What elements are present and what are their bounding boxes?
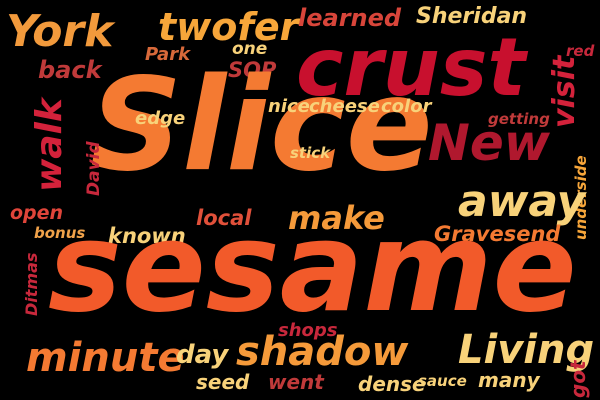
word-dense: dense	[358, 372, 426, 396]
word-visit: visit	[547, 55, 582, 128]
word-sop: SOP	[228, 58, 277, 82]
word-got: got	[566, 360, 590, 398]
word-sauce: sauce	[418, 372, 467, 390]
word-park: Park	[145, 44, 191, 65]
word-walk: walk	[29, 98, 70, 192]
word-red: red	[566, 42, 595, 60]
word-learned: learned	[298, 4, 402, 32]
word-seed: seed	[196, 370, 250, 394]
word-back: back	[38, 56, 102, 84]
word-one: one	[232, 39, 268, 59]
word-open: open	[10, 202, 64, 224]
word-ditmas: Ditmas	[22, 252, 41, 316]
word-known: known	[108, 224, 186, 248]
word-sheridan: Sheridan	[416, 4, 528, 29]
word-edge: edge	[135, 108, 186, 129]
word-local: local	[196, 206, 252, 230]
word-gravesend: Gravesend	[434, 222, 561, 246]
word-slice: Slice	[90, 51, 433, 200]
word-color: color	[381, 96, 432, 117]
word-twofer: twofer	[158, 5, 299, 49]
word-make: make	[288, 199, 385, 237]
word-many: many	[478, 368, 540, 392]
word-shadow: shadow	[236, 329, 409, 375]
word-shops: shops	[278, 320, 338, 341]
word-went: went	[268, 370, 324, 394]
word-york: York	[6, 6, 114, 57]
word-getting: getting	[488, 110, 550, 128]
word-cheese: cheese	[309, 96, 380, 117]
word-new: New	[428, 114, 550, 172]
word-living: Living	[458, 327, 595, 373]
word-bonus: bonus	[34, 224, 86, 242]
word-stick: stick	[290, 144, 331, 162]
word-minute: minute	[26, 335, 185, 381]
word-nice: nice	[268, 96, 310, 117]
word-sesame: sesame	[48, 196, 577, 340]
word-crust: crust	[296, 21, 526, 114]
word-day: day	[176, 340, 229, 370]
word-david: David	[84, 141, 104, 196]
word-away: away	[458, 176, 586, 227]
